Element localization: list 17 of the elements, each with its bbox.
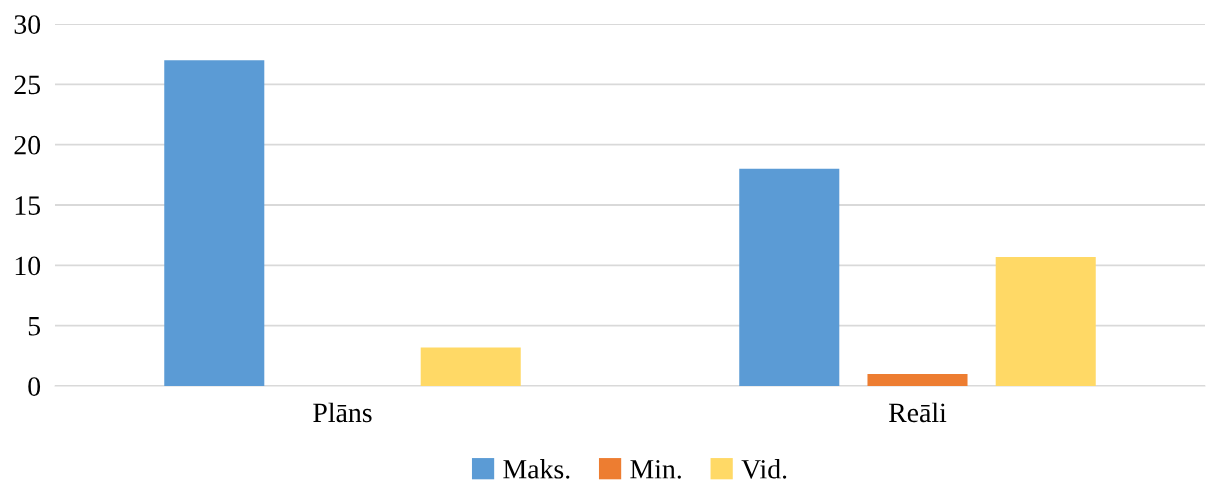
y-tick-label: 30 xyxy=(14,15,41,34)
y-tick-label: 0 xyxy=(28,377,41,396)
y-tick-label: 25 xyxy=(14,75,41,95)
y-tick-label: 5 xyxy=(28,317,41,336)
bar xyxy=(867,373,968,386)
x-tick-label: Plāns xyxy=(313,402,372,423)
bar xyxy=(420,347,521,386)
y-tick-label: 15 xyxy=(15,196,41,215)
legend-label: Vid. xyxy=(741,459,787,479)
y-tick-label: 10 xyxy=(15,256,41,276)
legend-label: Min. xyxy=(630,459,681,479)
legend-label: Maks. xyxy=(503,459,570,479)
bar xyxy=(739,168,840,386)
y-tick-label: 20 xyxy=(14,135,41,155)
x-tick-label: Reāli xyxy=(888,402,947,423)
bar xyxy=(995,256,1096,386)
bar xyxy=(164,60,265,386)
